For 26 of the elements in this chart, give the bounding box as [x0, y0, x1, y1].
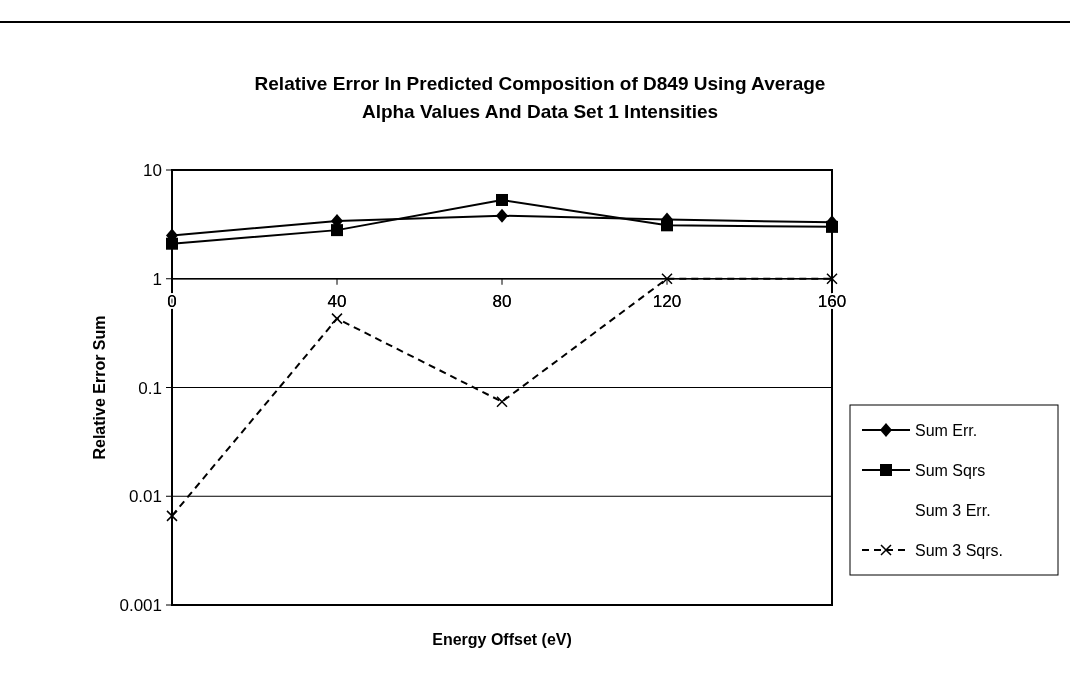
x-tick-label: 40 [327, 291, 347, 311]
point [496, 208, 508, 223]
legend-label: Sum Sqrs [915, 462, 986, 479]
point [661, 273, 673, 285]
y-tick-label: 0.001 [119, 596, 162, 615]
point [826, 220, 838, 233]
y-tick-label: 10 [143, 161, 162, 180]
point [826, 273, 838, 285]
text: Sum 3 Err. [915, 502, 991, 519]
legend-label: Sum Err. [915, 422, 978, 439]
point [166, 237, 178, 250]
x-tick-label: 80 [492, 291, 512, 311]
y-tick-label: 0.1 [138, 378, 162, 398]
x-tick-label: 120 [652, 291, 682, 311]
point [496, 193, 508, 206]
x-axis-title: Energy Offset (eV) [432, 631, 572, 648]
y-tick-label: 0.01 [128, 487, 162, 507]
point [496, 395, 508, 408]
legend-label: Sum 3 Sqrs. [915, 542, 1004, 559]
point [331, 224, 343, 237]
point [661, 219, 673, 232]
chart-title: Relative Error In Predicted Composition of D849 Using Average Alpha Values And Data Set 1 Intensities [254, 73, 826, 122]
y-axis-title: Relative Error Sum [91, 315, 108, 460]
point [166, 510, 178, 522]
y-tick-label: 1 [152, 269, 162, 289]
point [331, 312, 343, 325]
